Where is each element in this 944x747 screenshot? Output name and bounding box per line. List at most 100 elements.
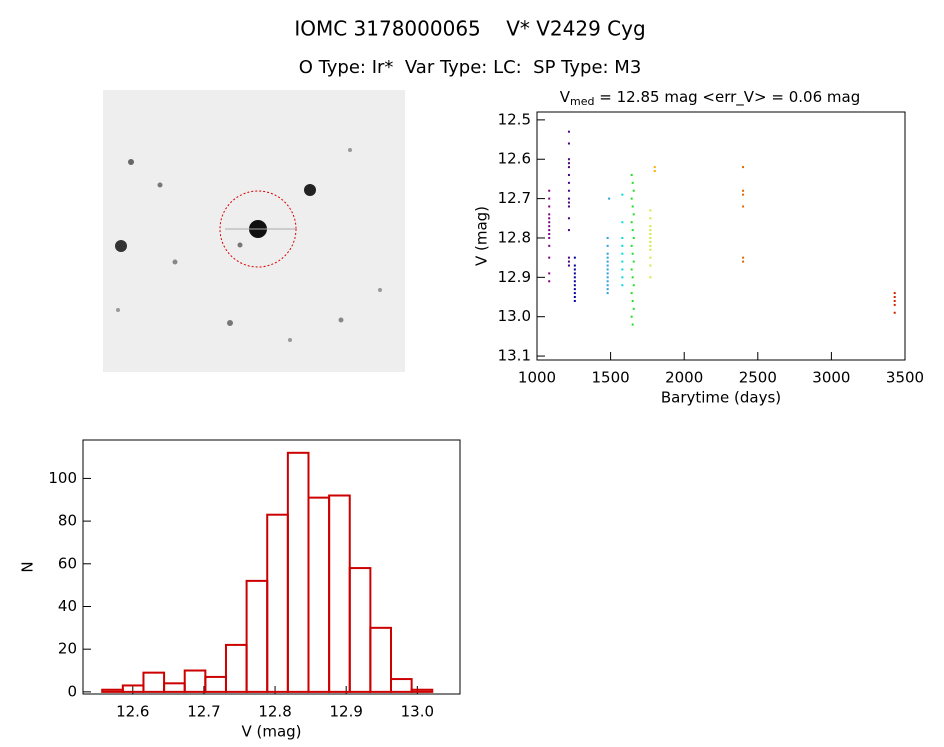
y-tick-label: 12.8 [498, 228, 531, 246]
data-point [548, 236, 551, 239]
x-tick-label: 12.9 [329, 703, 362, 721]
data-point [567, 217, 570, 220]
data-point [548, 233, 551, 236]
data-point [649, 276, 652, 279]
plot-frame [536, 111, 906, 361]
data-point [632, 260, 635, 263]
star [115, 240, 127, 252]
y-tick-label: 13.1 [498, 347, 531, 365]
data-point [653, 170, 656, 173]
data-point [632, 236, 635, 239]
data-point [630, 197, 633, 200]
data-point [742, 189, 745, 192]
histogram-bar [307, 496, 331, 693]
histogram-bar [390, 678, 413, 693]
data-point [567, 162, 570, 165]
data-point [567, 205, 570, 208]
page-title: IOMC 3178000065 V* V2429 Cyg [294, 17, 645, 41]
data-point [649, 248, 652, 251]
data-point [606, 272, 609, 275]
data-point [567, 166, 570, 169]
data-point [606, 288, 609, 291]
data-point [621, 252, 624, 255]
data-point [573, 268, 576, 271]
plot-frame [82, 439, 461, 695]
data-point [548, 205, 551, 208]
data-point [630, 221, 633, 224]
target-circle [219, 190, 297, 268]
data-point [567, 181, 570, 184]
data-point [630, 268, 633, 271]
x-tick-label: 13.0 [401, 703, 434, 721]
data-point [608, 197, 611, 200]
data-point [606, 236, 609, 239]
data-point [567, 158, 570, 161]
y-tick-label: 60 [58, 554, 77, 572]
star [237, 242, 243, 248]
data-point [567, 173, 570, 176]
data-point [653, 166, 656, 169]
x-tick-label: 1000 [518, 369, 556, 387]
data-point [632, 284, 635, 287]
plot-title: Vmed = 12.85 mag <err_V> = 0.06 mag [560, 88, 860, 109]
data-point [548, 225, 551, 228]
data-point [631, 205, 634, 208]
x-tick-label: 3000 [812, 369, 850, 387]
data-point [630, 315, 633, 318]
x-tick-label: 2000 [665, 369, 703, 387]
data-point [606, 244, 609, 247]
star [227, 320, 233, 326]
star [116, 308, 120, 312]
data-point [548, 197, 551, 200]
data-point [621, 236, 624, 239]
data-point [606, 280, 609, 283]
data-point [649, 264, 652, 267]
data-point [606, 260, 609, 263]
data-point [621, 221, 624, 224]
star [378, 288, 382, 292]
data-point [893, 303, 896, 306]
data-point [567, 260, 570, 263]
y-tick-label: 12.6 [498, 150, 531, 168]
data-point [573, 292, 576, 295]
data-point [548, 256, 551, 259]
histogram-bar [286, 451, 310, 693]
star [304, 184, 316, 196]
data-point [630, 292, 633, 295]
data-point [649, 225, 652, 228]
x-axis-label: Barytime (days) [661, 389, 781, 407]
data-point [567, 189, 570, 192]
histogram-bar [410, 688, 434, 693]
data-point [649, 240, 652, 243]
histogram-bar [183, 669, 207, 693]
data-point [649, 236, 652, 239]
data-point [567, 197, 570, 200]
data-point [573, 288, 576, 291]
data-point [548, 217, 551, 220]
data-point [742, 193, 745, 196]
star-field-image [103, 90, 405, 372]
plot-title-part: = 12.85 mag <err_V> = 0.06 mag [595, 88, 861, 107]
y-tick-label: 100 [48, 469, 77, 487]
histogram-bar [163, 682, 186, 693]
data-point [649, 244, 652, 247]
data-point [573, 296, 576, 299]
data-point [893, 311, 896, 314]
data-point [630, 173, 633, 176]
data-point [548, 229, 551, 232]
data-point [742, 260, 745, 263]
data-point [632, 189, 635, 192]
data-point [621, 193, 624, 196]
star [128, 159, 134, 165]
histogram-bar [369, 626, 393, 693]
y-axis-label: N [19, 561, 37, 572]
star [172, 259, 178, 265]
data-point [548, 244, 551, 247]
data-point [548, 272, 551, 275]
histogram-bar [328, 494, 351, 693]
data-point [567, 142, 570, 145]
data-point [893, 299, 896, 302]
y-tick-label: 40 [58, 597, 77, 615]
data-point [649, 256, 652, 259]
data-point [573, 272, 576, 275]
